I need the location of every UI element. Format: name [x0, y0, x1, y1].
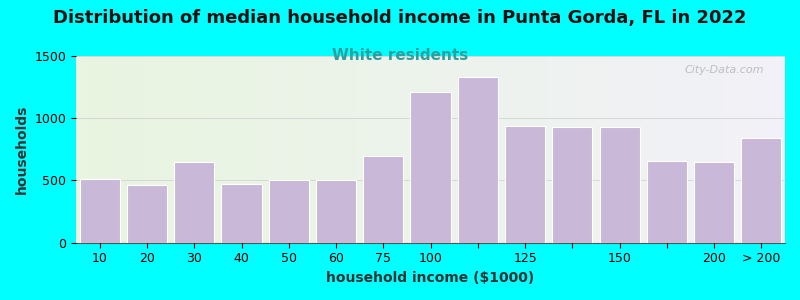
Bar [174, 162, 214, 243]
Bar [505, 126, 545, 243]
Bar [269, 181, 309, 243]
Bar [694, 162, 734, 243]
Bar [316, 181, 356, 243]
Bar [599, 127, 640, 243]
Bar [646, 160, 687, 243]
X-axis label: household income ($1000): household income ($1000) [326, 271, 534, 285]
Text: Distribution of median household income in Punta Gorda, FL in 2022: Distribution of median household income … [54, 9, 746, 27]
Bar [410, 92, 450, 243]
Text: City-Data.com: City-Data.com [684, 65, 764, 75]
Bar [222, 184, 262, 243]
Bar [458, 77, 498, 243]
Bar [742, 138, 782, 243]
Bar [552, 127, 593, 243]
Text: White residents: White residents [332, 48, 468, 63]
Y-axis label: households: households [15, 105, 29, 194]
Bar [127, 185, 167, 243]
Bar [363, 156, 403, 243]
Bar [80, 179, 120, 243]
